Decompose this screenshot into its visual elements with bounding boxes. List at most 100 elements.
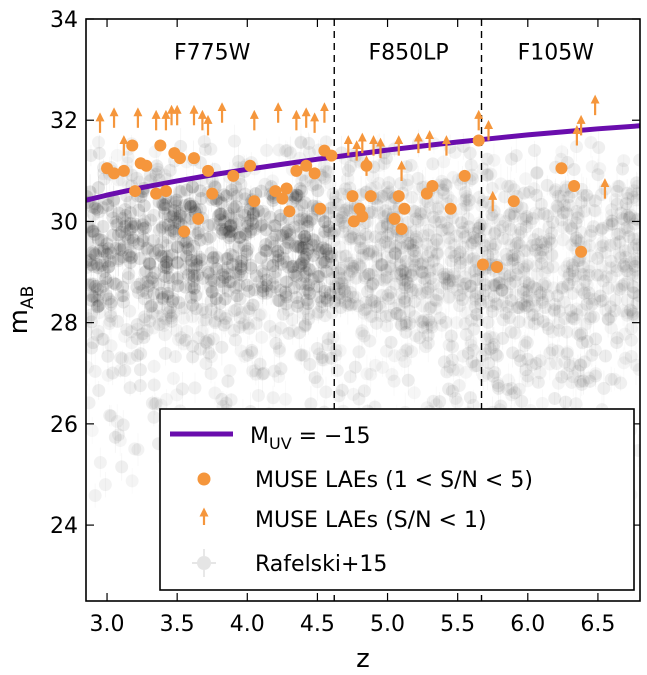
rafelski-point bbox=[458, 317, 472, 331]
muse-lae-point bbox=[159, 185, 172, 198]
rafelski-point bbox=[339, 203, 353, 217]
rafelski-point bbox=[292, 189, 306, 203]
rafelski-point bbox=[207, 274, 221, 288]
rafelski-point bbox=[144, 213, 158, 227]
rafelski-point bbox=[416, 229, 430, 243]
rafelski-point bbox=[595, 221, 609, 235]
rafelski-point bbox=[332, 389, 346, 403]
muse-lae-point bbox=[178, 225, 191, 238]
rafelski-point bbox=[616, 162, 630, 176]
rafelski-point bbox=[175, 301, 189, 315]
rafelski-point bbox=[631, 270, 640, 284]
rafelski-point bbox=[409, 223, 423, 237]
rafelski-point bbox=[620, 260, 633, 273]
rafelski-point bbox=[395, 287, 409, 301]
x-tick-label: 3.0 bbox=[90, 612, 125, 637]
rafelski-point bbox=[416, 299, 430, 313]
rafelski-point bbox=[480, 332, 494, 346]
rafelski-point bbox=[431, 288, 445, 302]
rafelski-point bbox=[593, 289, 607, 303]
rafelski-point bbox=[578, 286, 592, 300]
rafelski-point bbox=[133, 252, 147, 266]
rafelski-point bbox=[98, 478, 112, 492]
rafelski-point bbox=[380, 344, 394, 358]
rafelski-point bbox=[218, 311, 232, 325]
rafelski-point bbox=[464, 313, 478, 327]
rafelski-point bbox=[594, 223, 608, 237]
rafelski-point bbox=[126, 233, 140, 247]
rafelski-point bbox=[424, 245, 438, 259]
rafelski-point bbox=[295, 173, 309, 187]
rafelski-point bbox=[182, 197, 196, 211]
rafelski-point bbox=[421, 282, 435, 296]
rafelski-point bbox=[235, 252, 249, 266]
rafelski-point bbox=[389, 239, 403, 253]
legend-label-curve: MUV = −15 bbox=[250, 424, 371, 453]
rafelski-point bbox=[464, 158, 478, 172]
rafelski-point bbox=[259, 238, 273, 252]
rafelski-point bbox=[91, 299, 105, 313]
rafelski-point bbox=[408, 205, 422, 219]
rafelski-point bbox=[334, 300, 348, 314]
rafelski-point bbox=[268, 324, 282, 338]
rafelski-point bbox=[215, 392, 229, 406]
rafelski-point bbox=[432, 210, 446, 224]
rafelski-point bbox=[491, 379, 505, 393]
rafelski-point bbox=[348, 360, 362, 374]
rafelski-point bbox=[188, 381, 202, 395]
band-label-f105w: F105W bbox=[518, 40, 595, 65]
rafelski-point bbox=[186, 350, 200, 364]
rafelski-point bbox=[493, 223, 507, 237]
rafelski-point bbox=[453, 245, 467, 259]
rafelski-point bbox=[102, 317, 116, 331]
rafelski-point bbox=[333, 213, 347, 227]
rafelski-point bbox=[101, 242, 115, 256]
rafelski-point bbox=[116, 212, 130, 226]
rafelski-point bbox=[312, 245, 326, 259]
y-tick-label: 28 bbox=[50, 312, 78, 337]
rafelski-point bbox=[439, 315, 453, 329]
muse-lae-point bbox=[154, 139, 167, 152]
rafelski-point bbox=[193, 184, 207, 198]
rafelski-point bbox=[224, 247, 238, 261]
rafelski-point bbox=[247, 283, 261, 297]
rafelski-point bbox=[266, 193, 280, 207]
rafelski-point bbox=[302, 278, 316, 292]
rafelski-point bbox=[504, 222, 518, 236]
rafelski-point bbox=[332, 266, 346, 280]
rafelski-point bbox=[287, 281, 301, 295]
rafelski-point bbox=[257, 267, 271, 281]
rafelski-point bbox=[241, 348, 255, 362]
rafelski-point bbox=[374, 221, 388, 235]
rafelski-point bbox=[229, 180, 243, 194]
rafelski-point bbox=[511, 250, 525, 264]
rafelski-point bbox=[86, 424, 99, 437]
rafelski-point bbox=[89, 279, 103, 293]
rafelski-point bbox=[404, 236, 418, 250]
rafelski-point bbox=[233, 265, 247, 279]
rafelski-point bbox=[423, 265, 437, 279]
rafelski-point bbox=[93, 456, 107, 470]
rafelski-point bbox=[282, 223, 296, 237]
rafelski-point bbox=[288, 239, 302, 253]
rafelski-point bbox=[558, 198, 572, 212]
rafelski-point bbox=[449, 391, 463, 405]
y-tick-label: 26 bbox=[50, 413, 78, 438]
rafelski-point bbox=[370, 316, 384, 330]
legend: MUV = −15 MUSE LAEs (1 < S/N < 5) MUSE L… bbox=[159, 408, 635, 591]
rafelski-point bbox=[584, 135, 598, 149]
rafelski-point bbox=[264, 284, 278, 298]
rafelski-point bbox=[279, 393, 292, 406]
rafelski-point bbox=[369, 299, 383, 313]
rafelski-point bbox=[503, 311, 517, 325]
rafelski-point bbox=[106, 228, 120, 242]
rafelski-point bbox=[565, 258, 579, 272]
rafelski-point bbox=[97, 244, 111, 258]
rafelski-point bbox=[630, 176, 640, 190]
rafelski-point bbox=[382, 176, 396, 190]
rafelski-point bbox=[576, 260, 590, 274]
rafelski-point bbox=[132, 203, 146, 217]
rafelski-point bbox=[512, 315, 526, 329]
rafelski-point bbox=[394, 267, 408, 281]
rafelski-point bbox=[571, 234, 585, 248]
